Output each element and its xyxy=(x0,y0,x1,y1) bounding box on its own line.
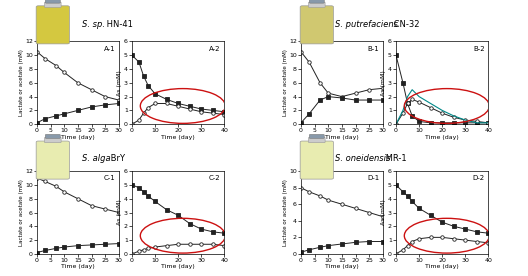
Text: C-2: C-2 xyxy=(209,175,221,181)
Text: B-2: B-2 xyxy=(473,46,485,52)
Text: S. sp.: S. sp. xyxy=(82,20,105,29)
Text: A-1: A-1 xyxy=(104,46,116,52)
Text: B-1: B-1 xyxy=(368,46,380,52)
Y-axis label: Lactate or acetate (mM): Lactate or acetate (mM) xyxy=(18,49,24,116)
Y-axis label: As (mM): As (mM) xyxy=(117,200,122,225)
X-axis label: Time (day): Time (day) xyxy=(61,264,95,269)
Y-axis label: Lactate or acetate (mM): Lactate or acetate (mM) xyxy=(18,179,24,246)
Y-axis label: Lactate or acetate (mM): Lactate or acetate (mM) xyxy=(282,49,288,116)
X-axis label: Time (day): Time (day) xyxy=(426,135,459,140)
Text: CN-32: CN-32 xyxy=(391,20,419,29)
Text: MR-1: MR-1 xyxy=(383,154,407,163)
X-axis label: Time (day): Time (day) xyxy=(325,135,359,140)
Y-axis label: As (mM): As (mM) xyxy=(381,70,386,96)
Y-axis label: Lactate or acetate (mM): Lactate or acetate (mM) xyxy=(282,179,288,246)
Text: S. oneidensis: S. oneidensis xyxy=(335,154,391,163)
X-axis label: Time (day): Time (day) xyxy=(61,135,95,140)
Text: HN-41: HN-41 xyxy=(104,20,133,29)
Text: A-2: A-2 xyxy=(209,46,221,52)
X-axis label: Time (day): Time (day) xyxy=(162,135,195,140)
Text: D-1: D-1 xyxy=(367,175,380,181)
X-axis label: Time (day): Time (day) xyxy=(426,264,459,269)
Y-axis label: As (mM): As (mM) xyxy=(381,200,386,225)
Y-axis label: As (mM): As (mM) xyxy=(117,70,122,96)
Text: S. putrefaciens: S. putrefaciens xyxy=(335,20,398,29)
X-axis label: Time (day): Time (day) xyxy=(162,264,195,269)
Text: S. alga: S. alga xyxy=(82,154,110,163)
Text: BrY: BrY xyxy=(108,154,125,163)
Text: D-2: D-2 xyxy=(473,175,485,181)
X-axis label: Time (day): Time (day) xyxy=(325,264,359,269)
Text: C-1: C-1 xyxy=(104,175,116,181)
